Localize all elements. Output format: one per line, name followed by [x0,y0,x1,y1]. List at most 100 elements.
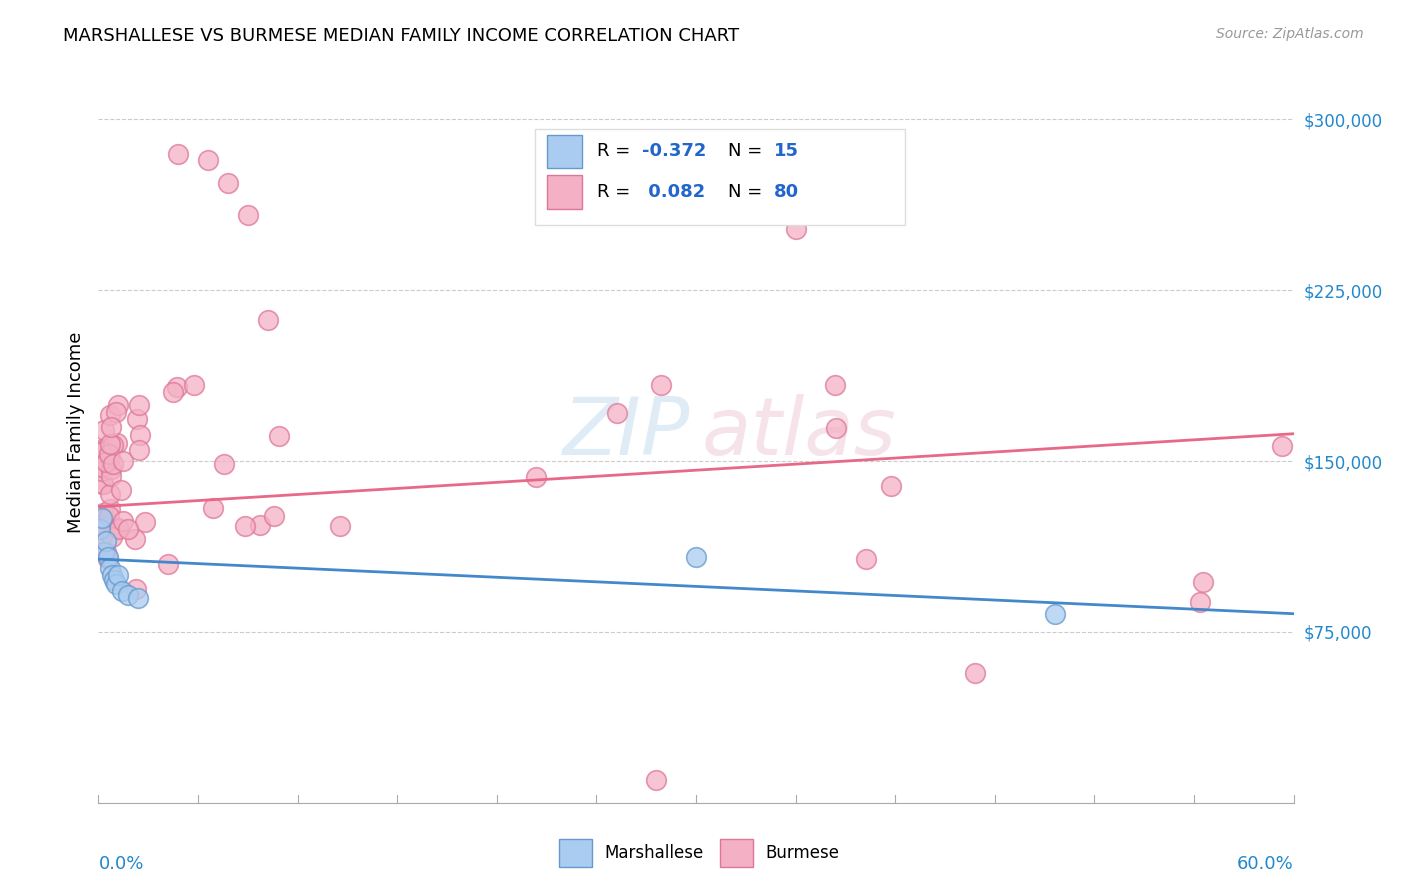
Point [101,438,124,452]
Text: R =: R = [596,143,636,161]
Point [100,408,122,422]
Point [108,522,131,536]
Point [825,420,848,434]
Point [103,573,125,587]
Point [89,523,111,537]
Point [100,462,122,476]
Text: -0.372: -0.372 [643,143,707,161]
Text: MARSHALLESE VS BURMESE MEDIAN FAMILY INCOME CORRELATION CHART: MARSHALLESE VS BURMESE MEDIAN FAMILY INC… [63,27,740,45]
Point [112,514,135,528]
Point [125,411,148,425]
Text: 0.082: 0.082 [643,183,706,201]
FancyBboxPatch shape [720,839,754,867]
Point [94,544,117,558]
Point [166,380,188,394]
Point [105,577,128,591]
Point [100,451,122,466]
Point [100,420,122,434]
Point [97,447,120,461]
Point [124,532,146,546]
Point [91,459,114,474]
Point [100,530,122,544]
Point [217,176,239,190]
Point [256,313,278,327]
Point [183,378,205,392]
FancyBboxPatch shape [547,135,582,168]
Point [98,487,121,501]
Point [117,522,139,536]
Point [101,457,124,471]
Text: R =: R = [596,183,636,201]
Text: atlas: atlas [702,393,897,472]
Point [879,478,901,492]
Point [269,429,291,443]
Point [91,529,114,543]
Text: N =: N = [728,183,768,201]
Point [111,454,134,468]
Point [107,521,129,535]
Point [785,221,807,235]
Point [855,552,877,566]
Text: 15: 15 [773,143,799,161]
Text: ZIP: ZIP [562,393,690,472]
Point [1188,594,1211,608]
Point [91,442,114,456]
Point [212,457,235,471]
Text: 80: 80 [773,183,799,201]
Point [650,378,672,392]
Point [91,464,114,478]
Point [91,511,114,525]
Point [93,545,115,559]
Point [107,399,129,413]
Point [98,437,121,451]
Point [606,407,628,421]
Point [263,509,285,524]
Point [100,469,122,483]
Point [96,533,118,548]
Point [90,517,112,532]
Point [91,444,114,458]
Point [105,436,128,450]
Point [963,665,986,680]
Point [91,477,114,491]
FancyBboxPatch shape [534,129,905,226]
Point [167,146,190,161]
Point [1192,575,1215,590]
Point [90,538,112,552]
Point [91,477,114,491]
Point [524,470,547,484]
Point [1271,439,1294,453]
Point [202,501,225,516]
Point [129,427,152,442]
Point [134,516,156,530]
Text: N =: N = [728,143,768,161]
Point [236,208,259,222]
Point [824,378,846,392]
Text: Source: ZipAtlas.com: Source: ZipAtlas.com [1216,27,1364,41]
Point [97,509,120,524]
Text: 0.0%: 0.0% [98,855,143,872]
Point [127,591,149,605]
Point [157,558,180,572]
Point [93,423,115,437]
Point [233,519,256,533]
FancyBboxPatch shape [558,839,592,867]
Point [90,537,112,551]
Point [249,517,271,532]
Text: 60.0%: 60.0% [1237,855,1294,872]
Text: Burmese: Burmese [765,844,839,863]
Point [91,460,114,475]
Point [117,589,139,603]
Point [128,398,150,412]
Point [97,549,120,564]
Point [91,444,114,458]
Point [97,552,120,566]
Point [94,454,117,468]
Y-axis label: Median Family Income: Median Family Income [66,332,84,533]
Text: Marshallese: Marshallese [605,844,703,863]
Point [685,549,707,564]
FancyBboxPatch shape [547,176,582,209]
Point [98,501,121,516]
Point [90,513,112,527]
Point [197,153,219,168]
